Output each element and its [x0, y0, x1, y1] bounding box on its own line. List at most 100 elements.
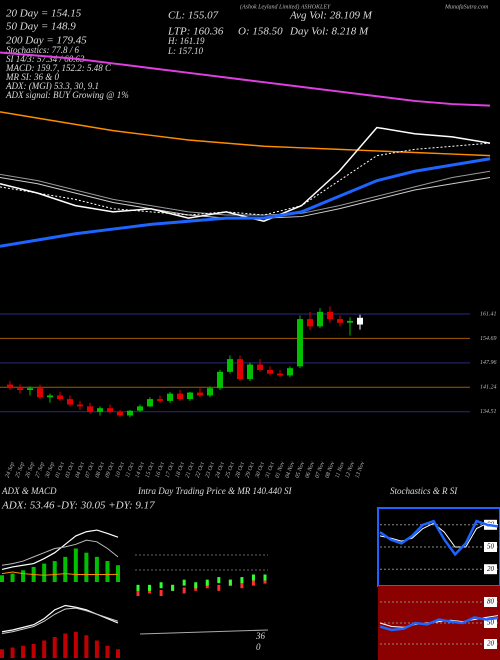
- tick-box: [484, 564, 497, 575]
- bar: [84, 635, 89, 658]
- x-tick-label: 31 Oct: [264, 461, 276, 479]
- marker: [136, 584, 140, 591]
- tick-box: [484, 597, 497, 607]
- bar: [73, 548, 78, 582]
- candle-body: [357, 317, 363, 325]
- marker: [263, 577, 267, 584]
- x-tick-label: 22 Oct: [195, 461, 206, 479]
- x-tick-label: 07 Oct: [85, 461, 96, 479]
- bar: [94, 640, 99, 658]
- stat: SI 14/3: 57.34 / 60.63: [6, 54, 85, 64]
- candle-body: [347, 320, 353, 323]
- marker: [182, 579, 186, 586]
- marker: [148, 584, 152, 591]
- y-tick-label: 134.51: [480, 408, 497, 415]
- candle-body: [107, 408, 113, 412]
- candle-body: [57, 395, 63, 400]
- bar: [0, 649, 4, 658]
- x-tick-label: 25 Sep: [15, 462, 26, 479]
- candle-body: [97, 408, 103, 412]
- stat: LTP: 160.36: [167, 26, 224, 38]
- candle-body: [247, 364, 253, 380]
- y-tick-label: 161.41: [480, 310, 497, 317]
- marker: [182, 587, 186, 594]
- candle-body: [87, 406, 93, 412]
- stat: Stochastics: 77.8 / 6: [6, 45, 79, 55]
- x-tick-label: 11 Nov: [335, 461, 346, 479]
- panel-annotation: ADX: 53.46 -DY: 30.05 +DY: 9.17: [1, 500, 155, 512]
- bar: [116, 649, 120, 658]
- stats-left: 20 Day = 154.15 50 Day = 148.9 200 Day =…: [5, 8, 129, 101]
- bar: [116, 565, 120, 582]
- x-tick-label: 18 Oct: [175, 461, 186, 479]
- rsi-background: [378, 586, 500, 660]
- x-tick-label: 17 Oct: [165, 461, 176, 479]
- panel-annotation: 0: [256, 642, 261, 652]
- series-line: [1, 571, 119, 576]
- marker: [205, 579, 209, 586]
- title: (Ashok Leyland Limited) ASHOKLEY: [240, 3, 331, 10]
- bar: [0, 575, 4, 582]
- x-tick-label: 03 Oct: [65, 461, 76, 479]
- x-tick-label: 15 Oct: [145, 461, 156, 479]
- intraday-guide: [139, 629, 269, 635]
- marker: [159, 582, 163, 589]
- candle-body: [27, 388, 33, 390]
- candle-body: [197, 392, 203, 396]
- x-tick-label: 10 Oct: [115, 461, 126, 479]
- stat: MR SI: 36 & 0: [5, 72, 59, 82]
- marker: [240, 577, 244, 584]
- candle-body: [177, 393, 183, 400]
- x-tick-label: 28 Oct: [235, 461, 246, 479]
- y-tick-label: 20: [487, 640, 495, 648]
- x-tick-label: 12 Nov: [345, 461, 357, 479]
- tick-box: [484, 542, 497, 552]
- marker: [240, 582, 244, 589]
- series-line: [379, 522, 499, 548]
- candle-body: [37, 388, 43, 398]
- series-line: [0, 126, 491, 223]
- bar: [73, 631, 78, 658]
- bar: [63, 633, 68, 658]
- x-tick-label: 01 Nov: [275, 461, 287, 479]
- x-tick-label: 01 Oct: [55, 461, 66, 479]
- stat: 20 Day = 154.15: [6, 8, 82, 20]
- series-line: [379, 519, 499, 557]
- panel-annotation: 36: [255, 631, 266, 641]
- panel-title: ADX & MACD: [1, 486, 57, 496]
- x-tick-label: 21 Oct: [185, 461, 196, 479]
- candle-body: [47, 395, 53, 398]
- y-tick-label: 80: [487, 598, 495, 606]
- x-tick-label: 23 Oct: [205, 461, 216, 479]
- stat: ADX: (MGI) 53.3, 30, 9.1: [5, 81, 99, 91]
- x-tick-label: 30 Oct: [254, 461, 266, 479]
- y-tick-label: 154.69: [480, 335, 497, 342]
- candle-body: [277, 373, 283, 376]
- marker: [263, 574, 267, 581]
- candle-body: [267, 370, 273, 374]
- site: MunafaSutra.com: [444, 3, 489, 10]
- stat: ADX signal: BUY Growing @ 1%: [5, 90, 129, 100]
- x-tick-label: 09 Oct: [105, 461, 116, 479]
- series-line: [0, 157, 491, 248]
- marker: [136, 590, 140, 596]
- marker: [228, 579, 232, 586]
- bar: [21, 645, 26, 658]
- x-tick-label: 08 Oct: [95, 461, 106, 479]
- x-tick-label: 25 Oct: [225, 461, 236, 479]
- candle-body: [257, 364, 263, 370]
- bar: [63, 556, 68, 582]
- marker: [217, 577, 221, 584]
- bar: [42, 640, 47, 658]
- bar: [52, 637, 57, 658]
- series-line: [379, 616, 499, 632]
- candle-body: [137, 406, 143, 411]
- candle-body: [297, 319, 303, 367]
- bar: [94, 556, 99, 582]
- stat: H: 161.19: [167, 36, 205, 46]
- bar: [42, 563, 47, 582]
- stat: Day Vol: 8.218 M: [289, 26, 369, 38]
- candle-body: [147, 399, 153, 407]
- tick-box: [484, 639, 497, 649]
